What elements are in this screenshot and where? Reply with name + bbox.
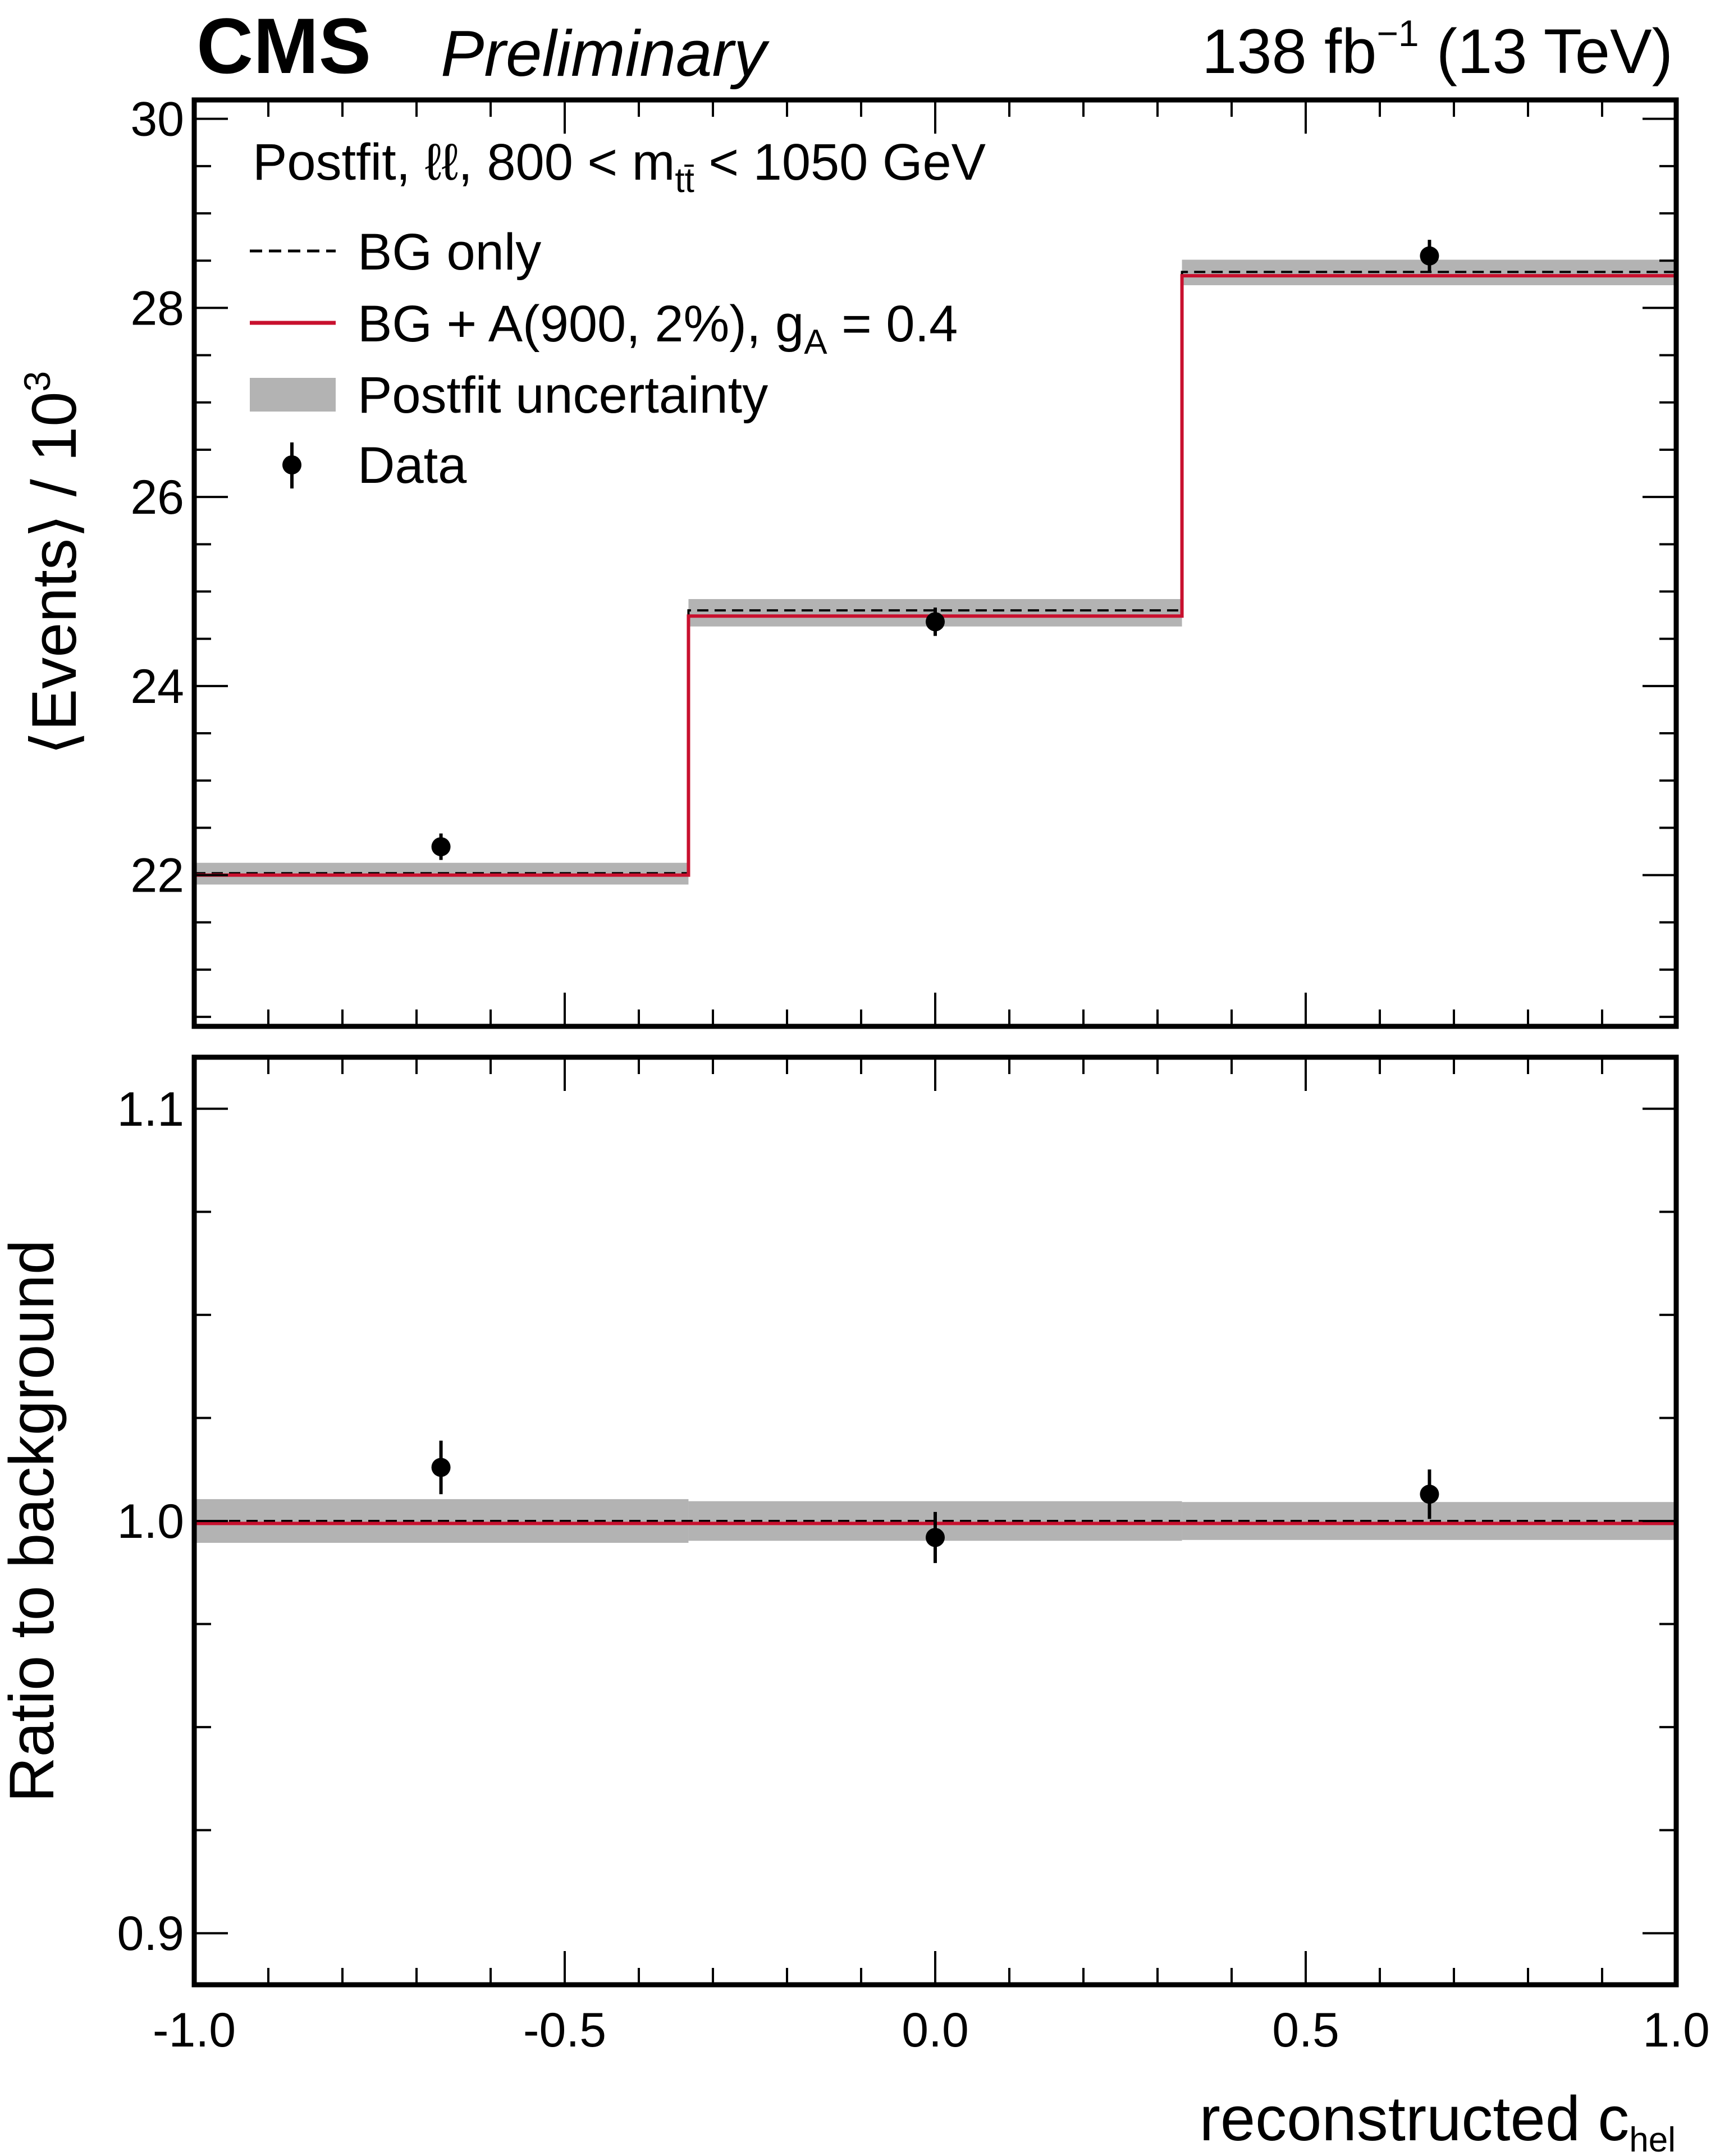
main-y-axis-label: ⟨Events⟩ / 103 xyxy=(16,371,89,755)
x-axis-label: reconstructed chel xyxy=(1200,2084,1676,2156)
data-point xyxy=(926,1528,945,1547)
experiment-label: CMS xyxy=(196,2,371,90)
y-tick-label: 22 xyxy=(130,849,184,903)
main-panel: 22 24 26 28 30 Postfit, ℓℓ, 800 < mtt̄ < 105… xyxy=(16,93,1679,1029)
data-point xyxy=(926,612,945,632)
y-tick-label: 24 xyxy=(130,660,184,714)
main-frame xyxy=(191,97,1679,1029)
y-tick-label: 1.0 xyxy=(117,1495,184,1549)
legend-uncertainty-swatch xyxy=(250,378,336,412)
legend: BG only BG + A(900, 2%), gA = 0.4 Postfi… xyxy=(250,223,958,494)
x-tick-label: -0.5 xyxy=(523,2003,606,2057)
lumi-label: 138 fb−1 (13 TeV) xyxy=(1202,12,1673,86)
ratio-panel: -1.0 -0.5 0.0 0.5 1.0 0.9 1.0 1.1 Ratio to back… xyxy=(0,1054,1710,2057)
status-label: Preliminary xyxy=(441,17,770,90)
data-point xyxy=(431,1458,451,1477)
data-point xyxy=(431,837,451,857)
ratio-y-axis-label: Ratio to background xyxy=(0,1240,67,1802)
ratio-ticks: -1.0 -0.5 0.0 0.5 1.0 0.9 1.0 1.1 xyxy=(117,1057,1710,2057)
x-tick-label: 0.5 xyxy=(1272,2003,1339,2057)
uncertainty-band xyxy=(194,259,1676,885)
legend-signal-label: BG + A(900, 2%), gA = 0.4 xyxy=(358,295,958,362)
ratio-frame xyxy=(191,1054,1679,1988)
legend-uncertainty-label: Postfit uncertainty xyxy=(358,367,768,424)
ratio-data-points xyxy=(431,1440,1439,1563)
main-ticks: 22 24 26 28 30 xyxy=(130,93,1677,1026)
bg-only-step-line xyxy=(194,271,1676,875)
legend-data-marker xyxy=(282,455,301,474)
y-tick-label: 28 xyxy=(130,281,184,335)
model-lines xyxy=(194,271,1676,877)
data-points xyxy=(431,240,1439,860)
y-tick-label: 0.9 xyxy=(117,1907,184,1961)
x-tick-label: -1.0 xyxy=(153,2003,236,2057)
legend-bg-only-label: BG only xyxy=(358,223,541,281)
x-tick-label: 0.0 xyxy=(902,2003,969,2057)
y-tick-label: 26 xyxy=(130,471,184,524)
data-point xyxy=(1420,246,1439,266)
legend-data-label: Data xyxy=(358,437,467,494)
x-tick-label: 1.0 xyxy=(1643,2003,1710,2057)
y-tick-label: 30 xyxy=(130,93,184,147)
data-point xyxy=(1420,1484,1439,1504)
signal-step-line xyxy=(194,274,1676,877)
selection-annotation: Postfit, ℓℓ, 800 < mtt̄ < 1050 GeV xyxy=(253,134,986,200)
y-tick-label: 1.1 xyxy=(117,1082,184,1136)
